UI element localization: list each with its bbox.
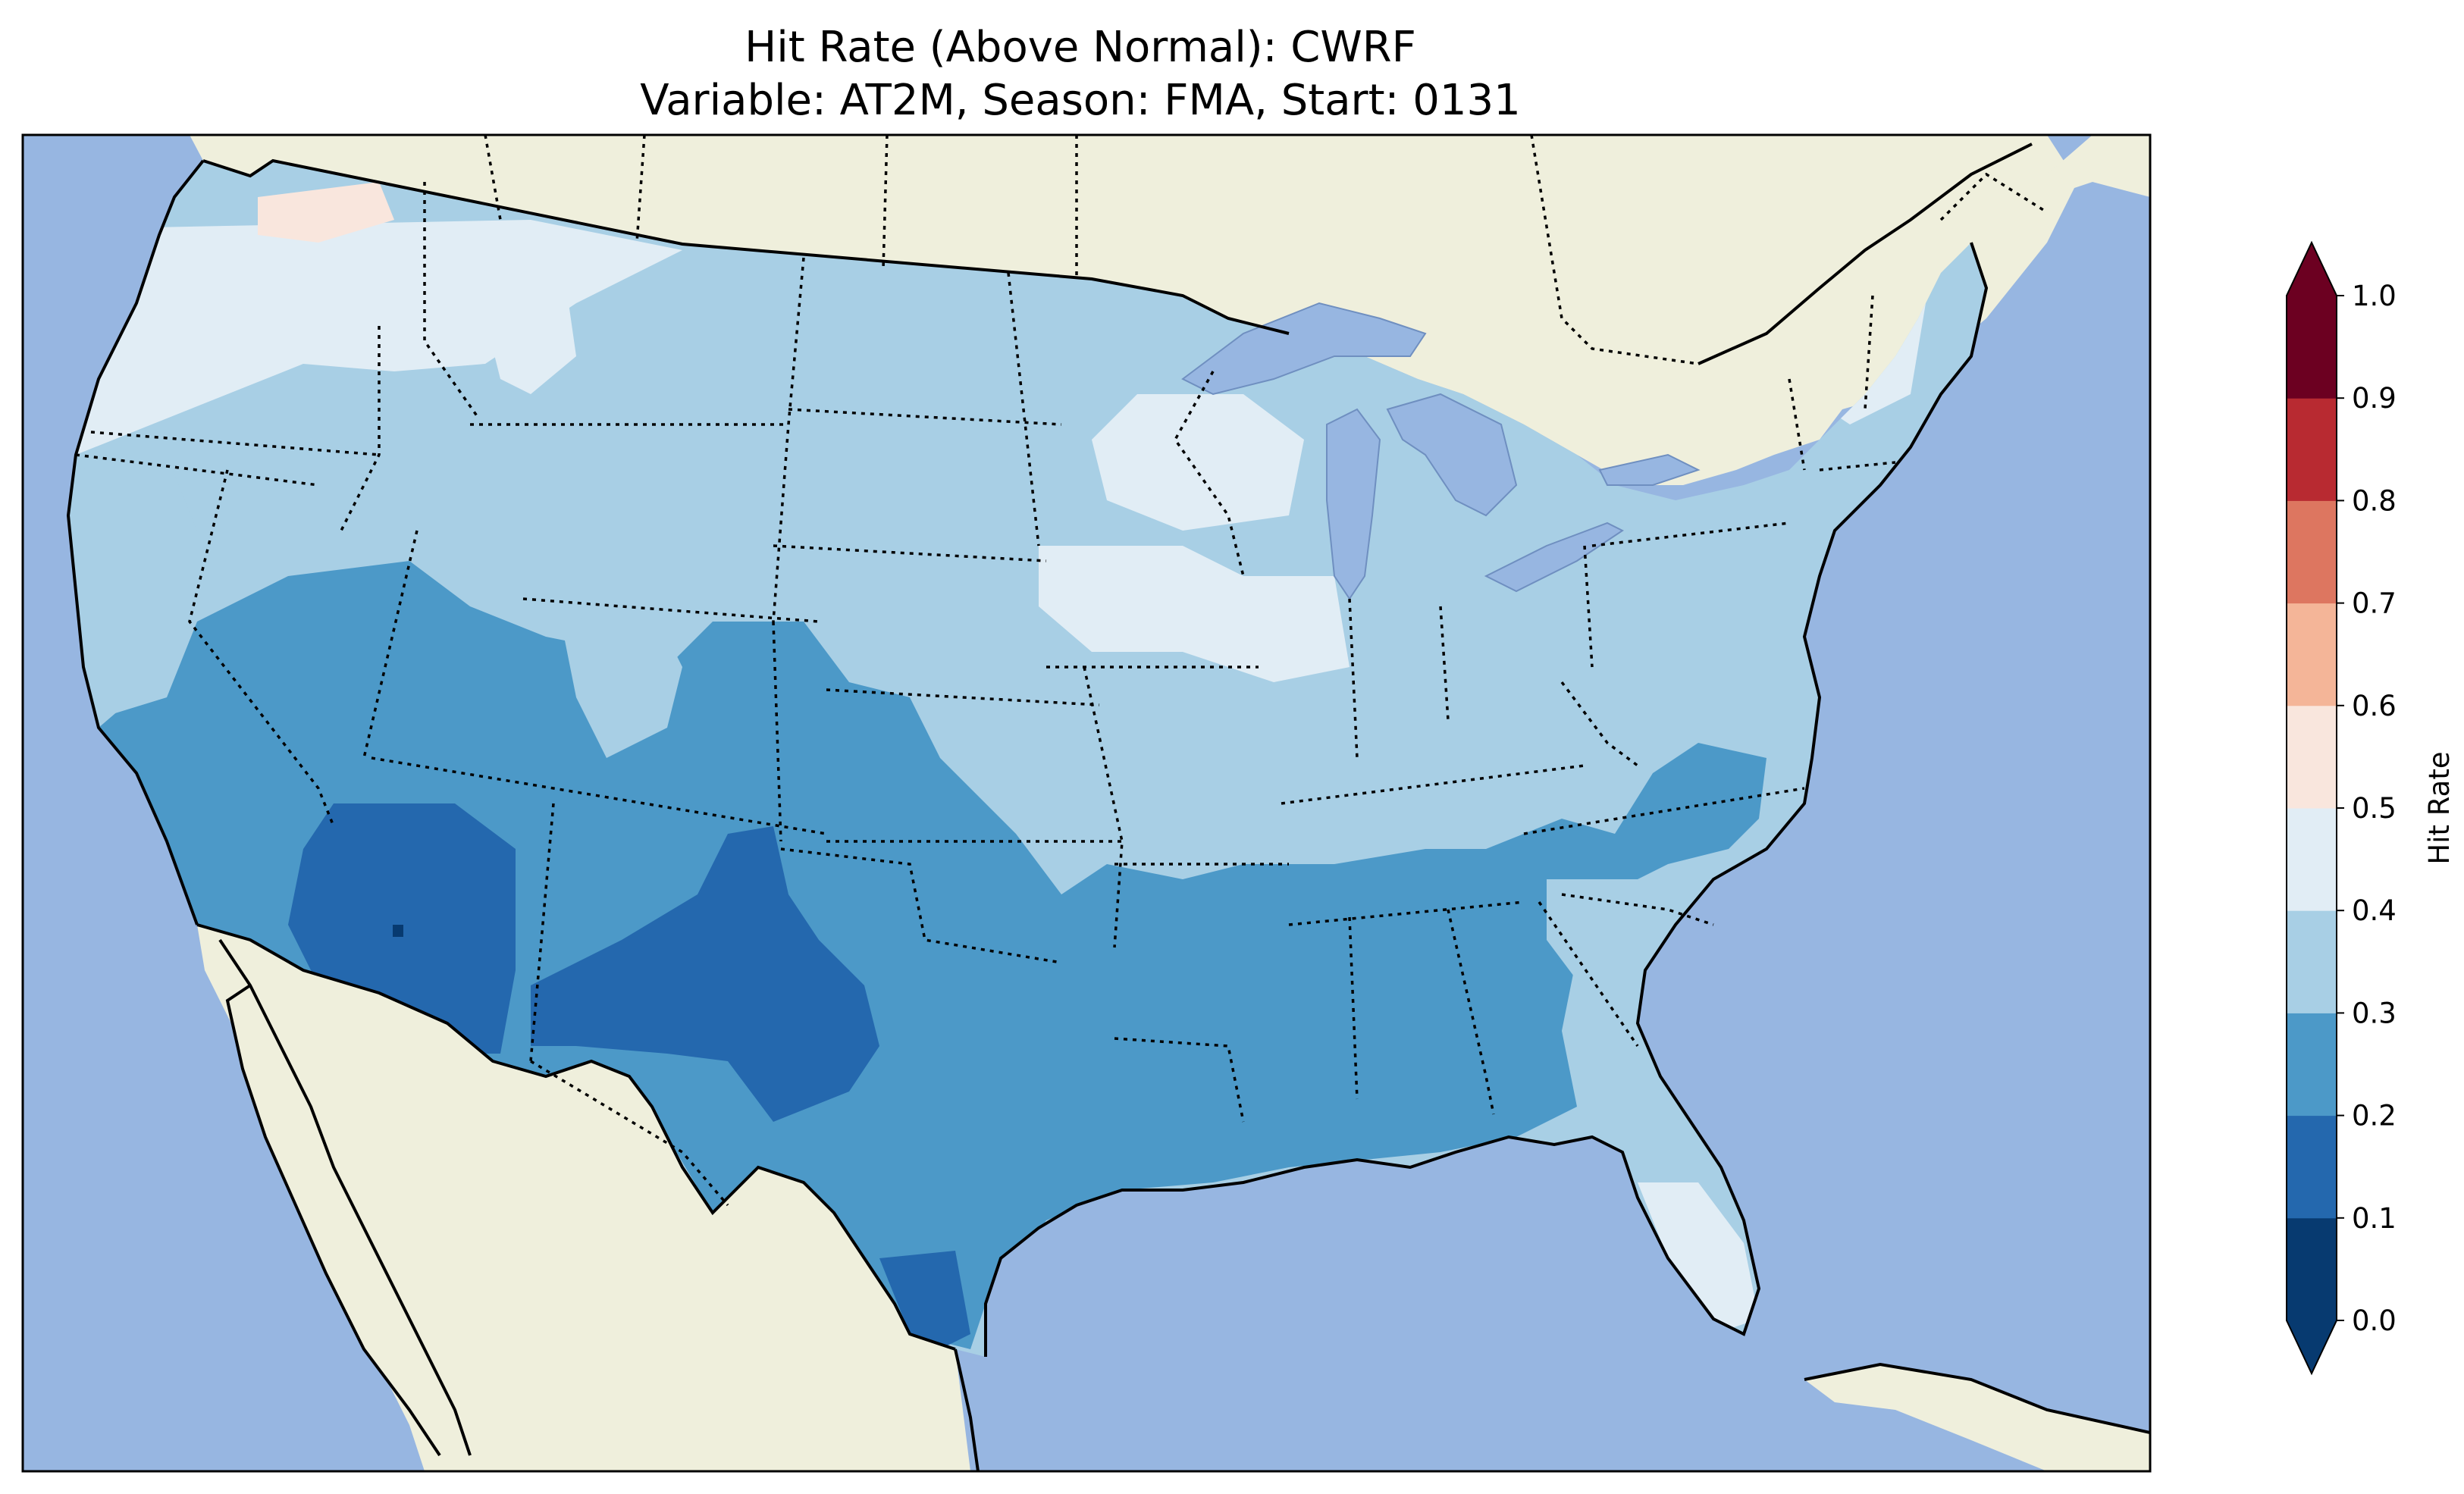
lake-michigan — [1326, 408, 1381, 600]
colorbar-bin-2 — [2287, 1013, 2337, 1117]
border-id-mt — [423, 182, 479, 418]
us-mexico-border — [196, 923, 956, 1351]
lake-ontario — [1598, 453, 1701, 486]
title-line-1: Hit Rate (Above Normal): CWRF — [745, 23, 1416, 72]
border-ny-vt — [1788, 378, 1806, 471]
border-nv-ut — [362, 530, 419, 759]
border-az-nm — [529, 803, 555, 1062]
colorbar-tick-label: 0.6 — [2352, 690, 2397, 722]
field-min-pixel — [393, 925, 403, 937]
border-nc-sc — [1561, 893, 1714, 926]
great-lakes — [1181, 302, 1701, 600]
border-sd-ne — [773, 544, 1047, 562]
colorbar-tick-label: 1.0 — [2352, 280, 2397, 312]
map-frame — [21, 133, 2152, 1473]
colorbar-bin-4 — [2287, 808, 2337, 911]
cuba-coast — [1804, 1362, 2150, 1434]
colorbar-label: Hit Rate — [2423, 751, 2456, 864]
border-ms-al — [1348, 916, 1359, 1100]
colorbar-tick-label: 0.9 — [2352, 382, 2397, 415]
field-colorado-strip — [561, 606, 682, 758]
gulf-coast — [984, 242, 1989, 1357]
maritimes-land — [1986, 135, 2150, 250]
mexico-gulf-coast — [954, 1348, 980, 1471]
border-or-ca-nv — [75, 453, 319, 487]
us-canada-border — [202, 158, 1290, 335]
lake-superior — [1181, 302, 1427, 396]
st-lawrence-coast — [1698, 143, 2033, 365]
colorbar-tick-label: 0.0 — [2352, 1305, 2397, 1337]
canada-land — [190, 135, 2077, 485]
colorbar-bin-1 — [2287, 1115, 2337, 1219]
border-ut-az — [371, 756, 827, 835]
colorbar-bin-5 — [2287, 705, 2337, 809]
state-borders — [75, 182, 1896, 1123]
colorbar-tick-label: 0.5 — [2352, 792, 2397, 825]
border-ga-sc — [1538, 901, 1639, 1047]
colorbar-bin-0 — [2287, 1217, 2337, 1321]
pacific-coast — [66, 159, 205, 926]
border-nd-mn — [1007, 272, 1040, 547]
colorbar-tick-label: 0.8 — [2352, 484, 2397, 517]
field-new-mexico-core — [531, 826, 879, 1122]
field-washington-patch — [258, 182, 394, 243]
field-south-texas-core — [879, 1251, 970, 1349]
border-tx-panhandle — [780, 847, 1062, 964]
border-ne-states — [1819, 461, 1896, 471]
border-tn-south — [1288, 900, 1525, 926]
border-mn-wi — [1173, 371, 1245, 577]
colorbar-bin-9 — [2287, 296, 2337, 399]
border-sk-mb — [882, 135, 889, 270]
border-oh-pa — [1583, 545, 1594, 668]
colorbar-extend-over — [2287, 243, 2337, 296]
border-al-ga — [1447, 909, 1495, 1115]
border-pa-ny — [1591, 521, 1790, 547]
colorbar-bin-3 — [2287, 910, 2337, 1013]
colorbar-tick-label: 0.7 — [2352, 587, 2397, 620]
field-florida-zone — [1638, 1182, 1759, 1334]
province-borders — [484, 135, 2048, 1207]
baja-land — [220, 940, 470, 1455]
border-ne-ks — [826, 688, 1100, 706]
border-wv-va — [1560, 681, 1639, 767]
lake-huron — [1386, 393, 1518, 517]
border-ok-ar — [1083, 666, 1124, 948]
field-california-coast — [68, 455, 197, 728]
colorbar-tick-label: 0.2 — [2352, 1100, 2397, 1132]
border-qc-nb — [1939, 172, 2048, 221]
map-title: Hit Rate (Above Normal): CWRF Variable: … — [0, 21, 2161, 127]
border-wy-co — [522, 597, 820, 623]
border-co-ks-nm — [772, 621, 782, 842]
border-wa-or — [90, 431, 380, 456]
field-iowa-illinois-zone — [1039, 546, 1350, 682]
title-line-2: Variable: AT2M, Season: FMA, Start: 0131 — [640, 76, 1521, 125]
border-mt-nd — [772, 257, 805, 622]
colorbar-bin-7 — [2287, 500, 2337, 604]
border-id-west — [340, 326, 381, 531]
border-va-nc — [1523, 787, 1805, 835]
border-on-qc — [1530, 135, 1699, 365]
field-wisconsin-zone — [1092, 394, 1304, 531]
border-dakotas — [788, 408, 1062, 426]
colorbar-tick-label: 0.4 — [2352, 894, 2397, 927]
lake-erie — [1484, 521, 1624, 593]
coastlines — [66, 143, 2150, 1471]
colorbar-tick-label: 0.1 — [2352, 1202, 2397, 1235]
border-me-nh — [1864, 295, 1874, 410]
hit-rate-field — [68, 161, 1986, 1357]
colorbar-bin-8 — [2287, 398, 2337, 501]
border-in-oh — [1439, 606, 1450, 721]
baja-coast — [218, 938, 472, 1457]
colorbar-tick-label: 0.3 — [2352, 997, 2397, 1029]
field-southwest-zone — [68, 561, 1766, 1349]
border-ar-la — [1114, 1037, 1245, 1123]
colorbar-extend-under — [2287, 1320, 2337, 1373]
field-montana-patch — [485, 243, 576, 394]
colorbar-bin-6 — [2287, 603, 2337, 706]
cuba-land — [1804, 1364, 2150, 1471]
